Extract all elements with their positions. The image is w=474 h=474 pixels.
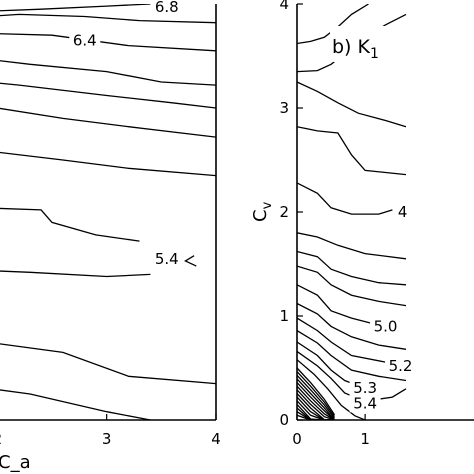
right-y-tick-label: 3 (279, 99, 289, 117)
left-contour-line (0, 207, 140, 242)
right-y-tick-label: 2 (279, 203, 289, 221)
right-contour-line (297, 182, 393, 215)
left-contour-line (0, 60, 216, 86)
right-contour-line (297, 284, 376, 325)
right-ticks: 0 1 0 1 2 3 4 (279, 0, 369, 448)
right-x-tick-label: 0 (292, 430, 302, 448)
left-contour-line (0, 151, 216, 177)
right-dense-contour-line (297, 396, 335, 420)
left-contour-label-bg (151, 0, 183, 17)
left-contours (0, 4, 216, 420)
left-contour-label-bg (69, 31, 101, 50)
right-contour-line (297, 81, 407, 128)
right-dense-contour-line (297, 382, 335, 420)
right-contour-label-bg (396, 203, 410, 221)
left-x-tick-label: 3 (102, 430, 112, 448)
left-contour-line (0, 107, 216, 138)
right-contour-line (297, 317, 390, 364)
right-dense-contour-line (297, 400, 335, 420)
right-contour-label-bg (349, 394, 381, 413)
left-contour-line (184, 255, 197, 267)
left-x-tick-label: 4 (211, 430, 221, 448)
right-contour-line (297, 265, 407, 307)
left-contour-label: 5.4 (155, 250, 179, 268)
right-dense-contour-line (297, 371, 336, 417)
right-dense-contour-line (297, 407, 335, 420)
panel-label: b) K1 (332, 36, 379, 62)
left-panel: 6.86.66.46.26.05.85.45.6 2 3 4 C_a (0, 0, 221, 473)
right-contour-line (297, 302, 407, 350)
left-contour-line (0, 389, 151, 420)
right-contour-label: 5.0 (374, 317, 398, 335)
right-y-tick-label: 1 (279, 307, 289, 325)
right-panel: b) K1 4 5.0 5.2 5.35.4 0 1 0 1 2 3 4 Cv (250, 0, 474, 448)
right-contour-label: 5.3 (353, 379, 377, 397)
left-contour-label: 6.8 (155, 0, 179, 16)
right-x-tick-label: 1 (360, 430, 370, 448)
right-y-tick-label: 0 (279, 411, 289, 429)
right-dense-contour-line (297, 378, 335, 420)
right-contours (297, 4, 407, 420)
right-contour-line (297, 359, 366, 420)
right-contour-label: 4 (398, 203, 408, 221)
right-dense-contour-line (297, 389, 335, 420)
left-contour-line (0, 33, 216, 52)
left-contour-line (0, 13, 216, 24)
right-contour-line (297, 330, 407, 382)
right-contour-line (297, 341, 359, 387)
right-dense-contour-line (297, 414, 335, 420)
right-dense-contour-line (297, 411, 335, 420)
right-contour-label-bg (349, 378, 381, 397)
left-contour-labels: 6.86.66.46.26.05.85.45.6 (69, 0, 183, 268)
left-x-tick-label: 2 (0, 430, 2, 448)
right-contour-labels: 4 5.0 5.2 5.35.4 (349, 203, 417, 413)
right-dense-contour-line (297, 374, 336, 419)
panel-label-mask (330, 26, 392, 62)
right-contour-line (297, 126, 407, 176)
left-contour-line (0, 343, 216, 385)
right-contour-label: 5.2 (389, 357, 413, 375)
left-contour-line (0, 82, 216, 109)
right-y-axis-label: Cv (250, 201, 275, 222)
right-y-tick-label: 4 (279, 0, 289, 13)
right-contour-line (297, 232, 407, 260)
right-contour-label: 5.4 (353, 394, 377, 412)
left-contour-line (0, 270, 151, 278)
left-contour-line (0, 4, 151, 12)
left-x-ticks: 2 3 4 (0, 414, 221, 448)
right-contour-label-bg (385, 356, 417, 375)
right-contour-label-bg (370, 317, 402, 336)
left-contour-label-bg (151, 249, 183, 268)
left-contour-label: 6.4 (73, 31, 97, 49)
right-dense-contour-line (297, 367, 336, 416)
right-contour-line (297, 250, 407, 286)
left-x-axis-label: C_a (0, 452, 31, 473)
right-dense-contour-line (297, 385, 335, 420)
